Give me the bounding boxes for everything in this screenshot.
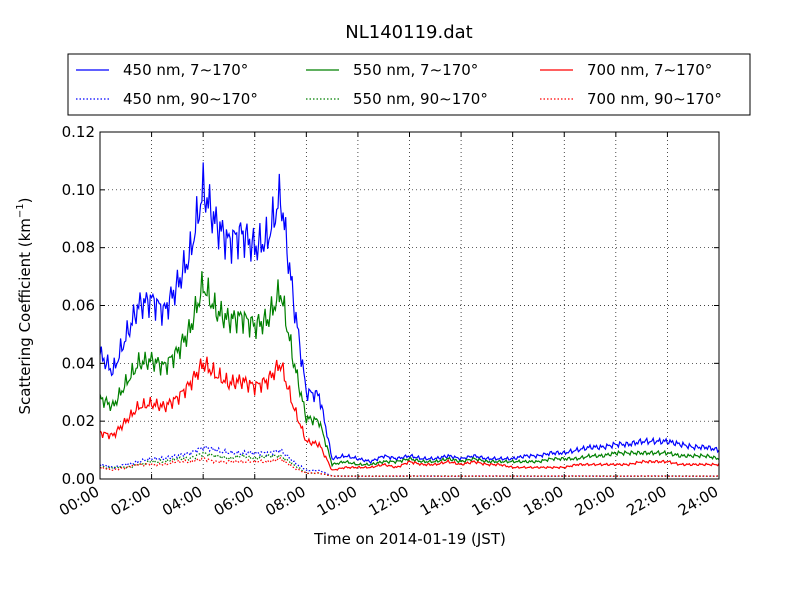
legend-label: 550 nm, 90∼170° <box>353 90 488 108</box>
series-line-3 <box>99 356 720 471</box>
series-line-1 <box>99 162 720 465</box>
legend-label: 450 nm, 90∼170° <box>123 90 258 108</box>
y-tick-label: 0.04 <box>62 354 95 372</box>
y-tick-label: 0.12 <box>62 123 95 141</box>
y-tick-label: 0.02 <box>62 412 95 430</box>
series-line-4 <box>99 444 720 478</box>
y-tick-label: 0.00 <box>62 470 95 488</box>
legend-label: 450 nm, 7∼170° <box>123 61 248 79</box>
chart-title: NL140119.dat <box>345 22 472 43</box>
series-line-2 <box>99 271 720 468</box>
legend: 450 nm, 7∼170° 550 nm, 7∼170° 700 nm, 7∼17… <box>76 61 722 108</box>
y-tick-label: 0.08 <box>62 239 95 257</box>
x-axis-label: Time on 2014-01-19 (JST) <box>313 530 506 548</box>
series-lines <box>99 162 720 478</box>
y-tick-label: 0.10 <box>62 181 95 199</box>
y-axis-label-close: ) <box>16 197 34 203</box>
legend-box <box>67 53 751 116</box>
legend-label: 700 nm, 7∼170° <box>587 61 712 79</box>
y-axis-label-main: Scattering Coefficient (km <box>16 218 34 414</box>
legend-label: 700 nm, 90∼170° <box>587 90 722 108</box>
y-axis-label-sup: −1 <box>15 203 26 218</box>
y-axis-label: Scattering Coefficient (km−1) <box>15 197 34 414</box>
legend-label: 550 nm, 7∼170° <box>353 61 478 79</box>
y-tick-label: 0.06 <box>62 297 95 315</box>
